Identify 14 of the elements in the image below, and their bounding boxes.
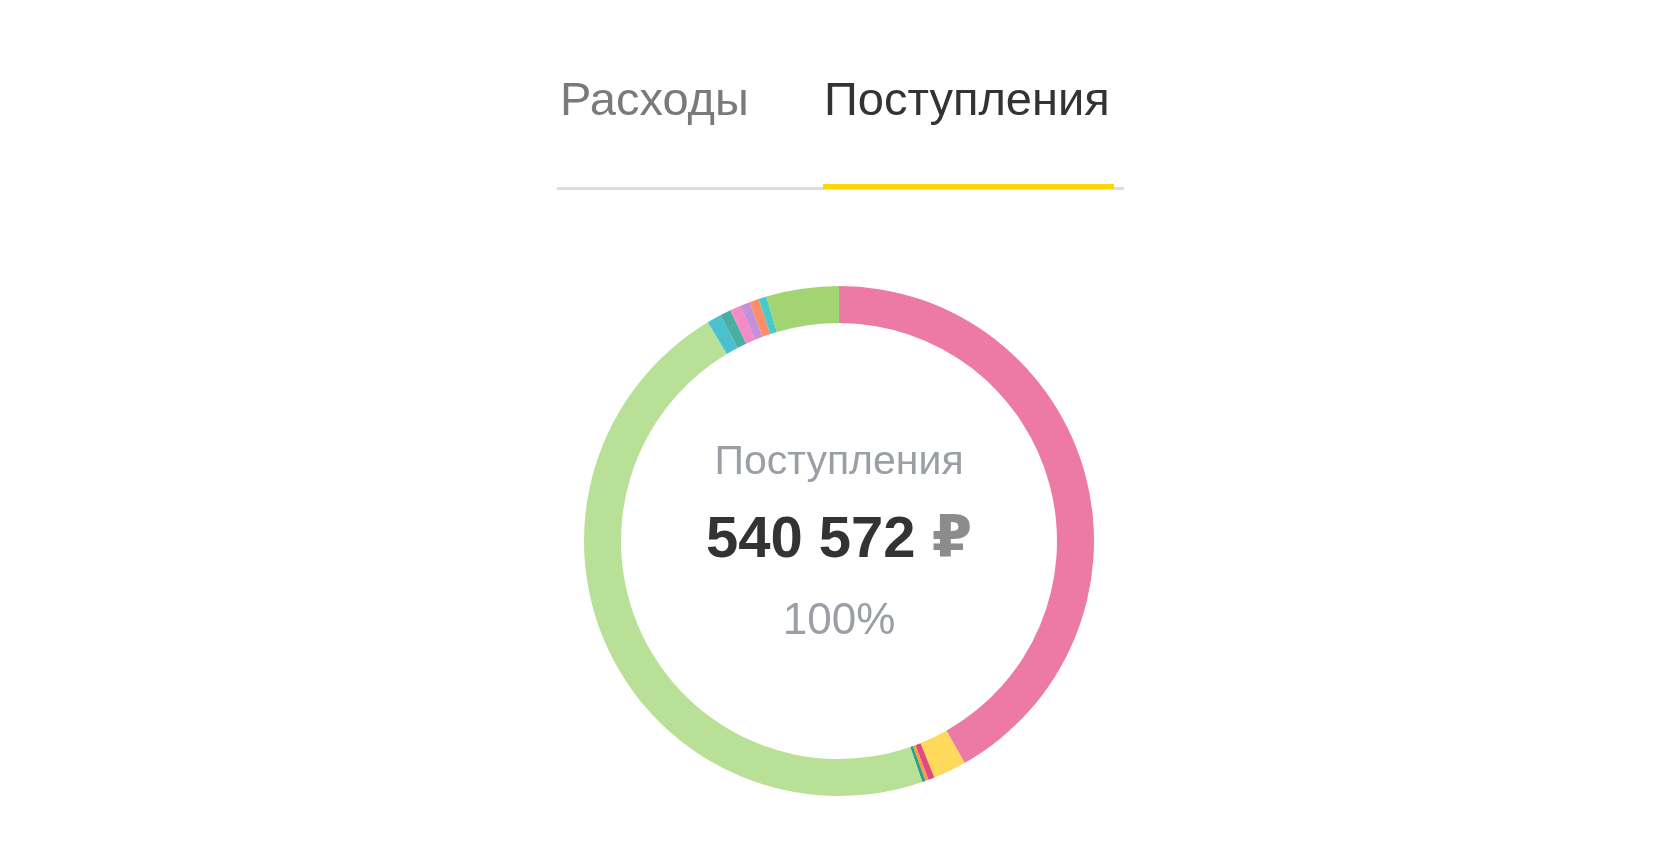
text: 540 572 ₽ [705,504,973,569]
donut-slice [720,310,747,349]
donut-slice [730,305,755,344]
text: Поступления [824,72,1110,125]
donut-slice [707,315,738,355]
text: Поступления [714,437,964,483]
donut-slice [749,298,771,337]
donut-slice [915,743,935,780]
donut-slice [920,730,965,778]
text: Расходы [560,72,749,125]
donut-slice [766,286,839,333]
donut-slice [758,296,777,335]
text: 100% [782,594,896,643]
donut-slice [740,302,763,340]
